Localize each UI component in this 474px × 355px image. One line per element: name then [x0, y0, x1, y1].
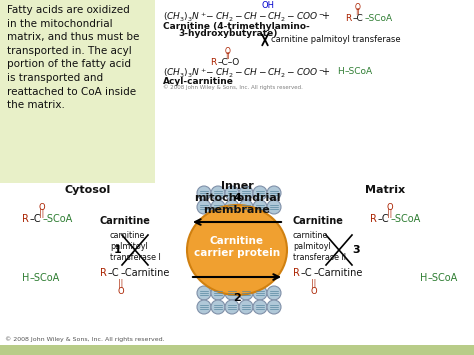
Circle shape: [253, 186, 267, 200]
Text: +: +: [321, 11, 329, 21]
Text: ||: ||: [118, 279, 124, 288]
Text: R: R: [293, 268, 300, 278]
Text: –Carnitine: –Carnitine: [314, 268, 364, 278]
Text: carnitine
palmitoyl
transferase I: carnitine palmitoyl transferase I: [110, 231, 161, 262]
Circle shape: [225, 186, 239, 200]
Circle shape: [211, 186, 225, 200]
Circle shape: [253, 300, 267, 314]
Text: O: O: [387, 202, 393, 212]
Text: –C: –C: [108, 268, 119, 278]
Circle shape: [239, 186, 253, 200]
Circle shape: [197, 200, 211, 214]
Text: R: R: [22, 214, 29, 224]
Text: ||: ||: [39, 208, 45, 218]
Text: R: R: [100, 268, 107, 278]
Text: ||: ||: [356, 8, 360, 15]
Text: –SCoA: –SCoA: [30, 273, 60, 283]
Circle shape: [239, 200, 253, 214]
Text: R: R: [345, 14, 351, 23]
Text: carnitine palmitoyl transferase: carnitine palmitoyl transferase: [271, 34, 401, 44]
Text: H: H: [420, 273, 428, 283]
Text: –C: –C: [301, 268, 313, 278]
Circle shape: [267, 300, 281, 314]
Text: OH: OH: [262, 1, 274, 10]
Text: R: R: [370, 214, 377, 224]
Text: Carnitine
carrier protein: Carnitine carrier protein: [194, 236, 280, 258]
Text: –C: –C: [30, 214, 42, 224]
Circle shape: [197, 286, 211, 300]
Text: ||: ||: [226, 52, 230, 59]
Circle shape: [211, 200, 225, 214]
Text: ||: ||: [311, 279, 317, 288]
FancyBboxPatch shape: [0, 183, 474, 345]
Text: 3: 3: [352, 245, 360, 255]
Text: Acyl-carnitine: Acyl-carnitine: [163, 77, 234, 86]
Text: Cytosol: Cytosol: [65, 185, 111, 195]
Text: O: O: [355, 3, 361, 12]
Circle shape: [267, 286, 281, 300]
Circle shape: [225, 200, 239, 214]
Text: 3-hydroxybutyrate): 3-hydroxybutyrate): [178, 29, 277, 38]
Text: 2: 2: [233, 293, 241, 303]
Text: ||: ||: [387, 208, 392, 218]
Circle shape: [239, 286, 253, 300]
Circle shape: [239, 300, 253, 314]
Text: © 2008 John Wiley & Sons, Inc. All rights reserved.: © 2008 John Wiley & Sons, Inc. All right…: [5, 336, 164, 342]
Text: –C: –C: [378, 214, 390, 224]
Text: Inner
mitochondrial
membrane: Inner mitochondrial membrane: [194, 181, 280, 215]
Text: H: H: [337, 67, 344, 76]
Circle shape: [253, 200, 267, 214]
Circle shape: [225, 286, 239, 300]
Text: R: R: [210, 58, 216, 67]
Circle shape: [197, 186, 211, 200]
Circle shape: [211, 300, 225, 314]
Circle shape: [211, 286, 225, 300]
Text: carnitine
palmitoyl
transferase II: carnitine palmitoyl transferase II: [293, 231, 346, 262]
Text: –Carnitine: –Carnitine: [121, 268, 170, 278]
Text: –C: –C: [353, 14, 364, 23]
Text: +: +: [321, 67, 329, 77]
Text: Carnitine: Carnitine: [100, 216, 151, 226]
Text: O: O: [310, 286, 317, 295]
Text: –SCoA: –SCoA: [365, 14, 393, 23]
Circle shape: [267, 200, 281, 214]
Text: O: O: [225, 47, 231, 56]
Text: © 2008 John Wiley & Sons, Inc. All rights reserved.: © 2008 John Wiley & Sons, Inc. All right…: [163, 84, 303, 90]
Text: O: O: [39, 202, 46, 212]
Text: 1: 1: [114, 245, 122, 255]
Text: –C–O: –C–O: [218, 58, 240, 67]
Text: –SCoA: –SCoA: [391, 214, 421, 224]
Text: O: O: [118, 286, 124, 295]
FancyBboxPatch shape: [0, 0, 155, 185]
Circle shape: [267, 186, 281, 200]
Text: 4: 4: [233, 193, 241, 203]
Circle shape: [197, 300, 211, 314]
Text: –SCoA: –SCoA: [345, 67, 373, 76]
Text: $(CH_3)_3N^+\!\!-CH_2-CH-CH_2-COO^-$: $(CH_3)_3N^+\!\!-CH_2-CH-CH_2-COO^-$: [163, 11, 325, 24]
Text: –SCoA: –SCoA: [428, 273, 458, 283]
Text: $(CH_3)_3N^+\!\!-CH_2-CH-CH_2-COO^-$: $(CH_3)_3N^+\!\!-CH_2-CH-CH_2-COO^-$: [163, 67, 325, 80]
Circle shape: [253, 286, 267, 300]
Text: H: H: [22, 273, 29, 283]
Text: Carnitine: Carnitine: [293, 216, 344, 226]
Text: Fatty acids are oxidized
in the mitochondrial
matrix, and thus must be
transport: Fatty acids are oxidized in the mitochon…: [7, 5, 139, 110]
Circle shape: [225, 300, 239, 314]
Ellipse shape: [187, 205, 287, 295]
FancyBboxPatch shape: [150, 0, 474, 185]
Text: Carnitine (4-trimethylamino-: Carnitine (4-trimethylamino-: [163, 22, 310, 31]
Text: –SCoA: –SCoA: [43, 214, 73, 224]
Text: Matrix: Matrix: [365, 185, 405, 195]
